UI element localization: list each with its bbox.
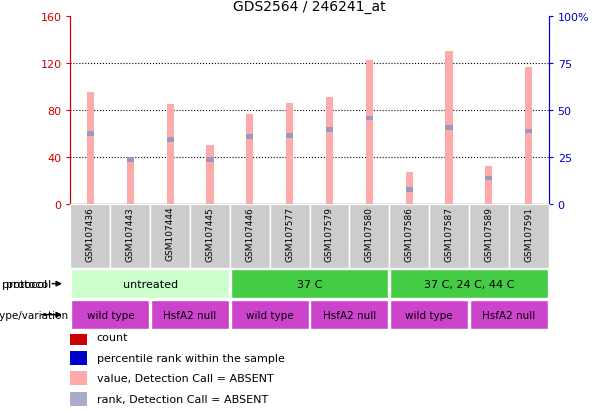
Text: value, Detection Call = ABSENT: value, Detection Call = ABSENT [97,373,273,383]
Bar [390,269,548,299]
Text: wild type: wild type [246,310,294,320]
Bar [70,392,87,406]
Text: GSM107589: GSM107589 [484,206,493,261]
Bar [87,93,94,204]
Bar [270,204,310,268]
Bar [485,167,492,204]
Text: HsfA2 null: HsfA2 null [482,310,535,320]
Text: count: count [97,333,128,343]
Text: wild type: wild type [405,310,453,320]
Bar [470,300,548,330]
Bar [127,157,134,204]
Bar [151,300,229,330]
Bar [230,269,389,299]
Bar [207,146,213,204]
Bar [366,61,373,204]
Bar [110,204,150,268]
Bar [366,116,373,121]
Bar [310,300,389,330]
Text: GSM107579: GSM107579 [325,206,334,261]
Text: GSM107591: GSM107591 [524,206,533,261]
Bar [127,157,134,162]
Bar [207,157,213,162]
Text: GSM107587: GSM107587 [444,206,454,261]
Bar [286,103,293,204]
Bar [326,97,333,204]
Text: 37 C, 24 C, 44 C: 37 C, 24 C, 44 C [424,279,514,289]
Bar [70,330,87,345]
Bar [167,104,173,204]
Text: GSM107436: GSM107436 [86,206,95,261]
Bar [310,204,349,268]
Text: GSM107444: GSM107444 [166,206,175,261]
Bar [71,300,150,330]
Bar [485,176,492,181]
Bar [70,204,110,268]
Bar [246,115,253,204]
Bar [87,132,94,136]
Bar [429,204,469,268]
Text: percentile rank within the sample: percentile rank within the sample [97,353,284,363]
Bar [349,204,389,268]
Bar [406,188,413,193]
Bar [70,371,87,386]
Text: protocol: protocol [6,279,51,289]
Bar [446,52,452,204]
Bar [525,68,532,204]
Bar [286,134,293,139]
Text: untreated: untreated [123,279,178,289]
Text: protocol: protocol [2,279,47,289]
Text: genotype/variation: genotype/variation [0,310,69,320]
Title: GDS2564 / 246241_at: GDS2564 / 246241_at [234,0,386,14]
Bar [167,138,173,142]
Bar [446,126,452,131]
Text: 37 C: 37 C [297,279,322,289]
Text: GSM107577: GSM107577 [285,206,294,261]
Bar [509,204,549,268]
Bar [469,204,509,268]
Bar [70,351,87,365]
Bar [71,269,229,299]
Text: wild type: wild type [86,310,134,320]
Bar [390,300,468,330]
Bar [230,204,270,268]
Text: GSM107580: GSM107580 [365,206,374,261]
Bar [246,135,253,140]
Bar [190,204,230,268]
Text: GSM107445: GSM107445 [205,206,215,261]
Text: HsfA2 null: HsfA2 null [323,310,376,320]
Bar [326,128,333,133]
Text: GSM107586: GSM107586 [405,206,414,261]
Text: rank, Detection Call = ABSENT: rank, Detection Call = ABSENT [97,394,268,404]
Bar [525,129,532,134]
Bar [150,204,190,268]
Bar [389,204,429,268]
Text: HsfA2 null: HsfA2 null [164,310,216,320]
Bar [406,173,413,204]
Bar [230,300,309,330]
Text: GSM107446: GSM107446 [245,206,254,261]
Text: GSM107443: GSM107443 [126,206,135,261]
